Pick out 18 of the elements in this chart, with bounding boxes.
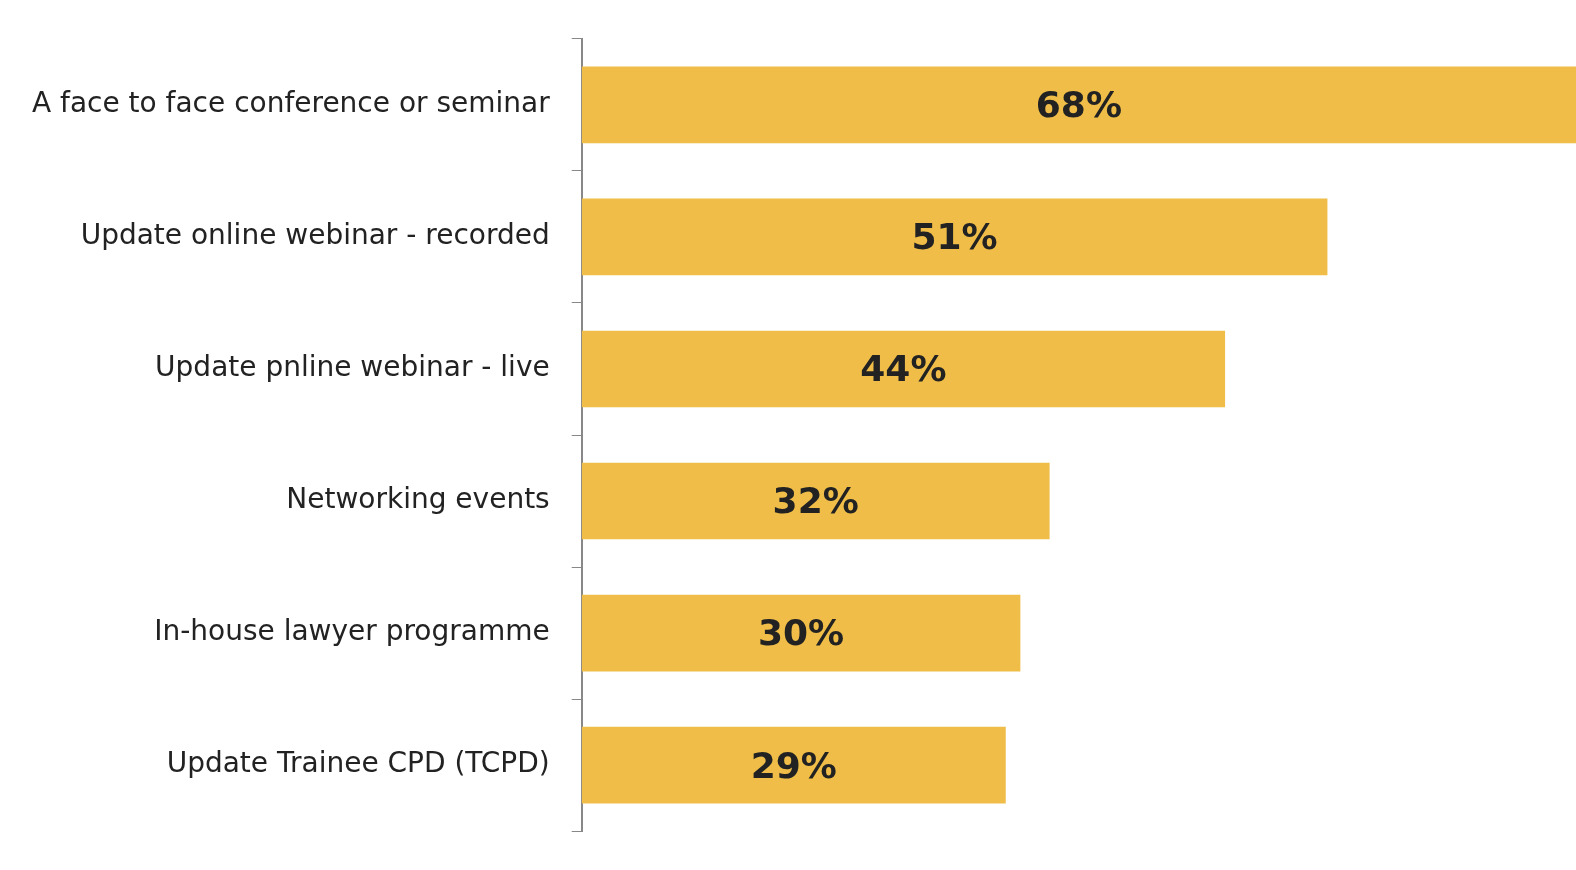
- bar: [581, 726, 1006, 804]
- data-label: 51%: [911, 216, 998, 258]
- y-tick-label: Networking events: [286, 482, 550, 516]
- bar: [581, 462, 1050, 540]
- bar: [581, 330, 1226, 408]
- bar: [581, 66, 1576, 144]
- data-label: 44%: [860, 348, 947, 390]
- y-tick-label: Update online webinar - recorded: [80, 218, 550, 252]
- data-label: 32%: [772, 480, 859, 522]
- y-tick-label: Update Trainee CPD (TCPD): [166, 746, 550, 780]
- y-tick-label: Update pnline webinar - live: [155, 350, 550, 384]
- bar: [581, 198, 1328, 276]
- data-label: 30%: [757, 612, 845, 654]
- data-label: 68%: [1035, 84, 1122, 126]
- data-label: 29%: [750, 744, 837, 786]
- bar: [581, 594, 1021, 672]
- y-tick-label: In-house lawyer programme: [154, 614, 550, 648]
- y-tick-label: A face to face conference or seminar: [31, 86, 551, 120]
